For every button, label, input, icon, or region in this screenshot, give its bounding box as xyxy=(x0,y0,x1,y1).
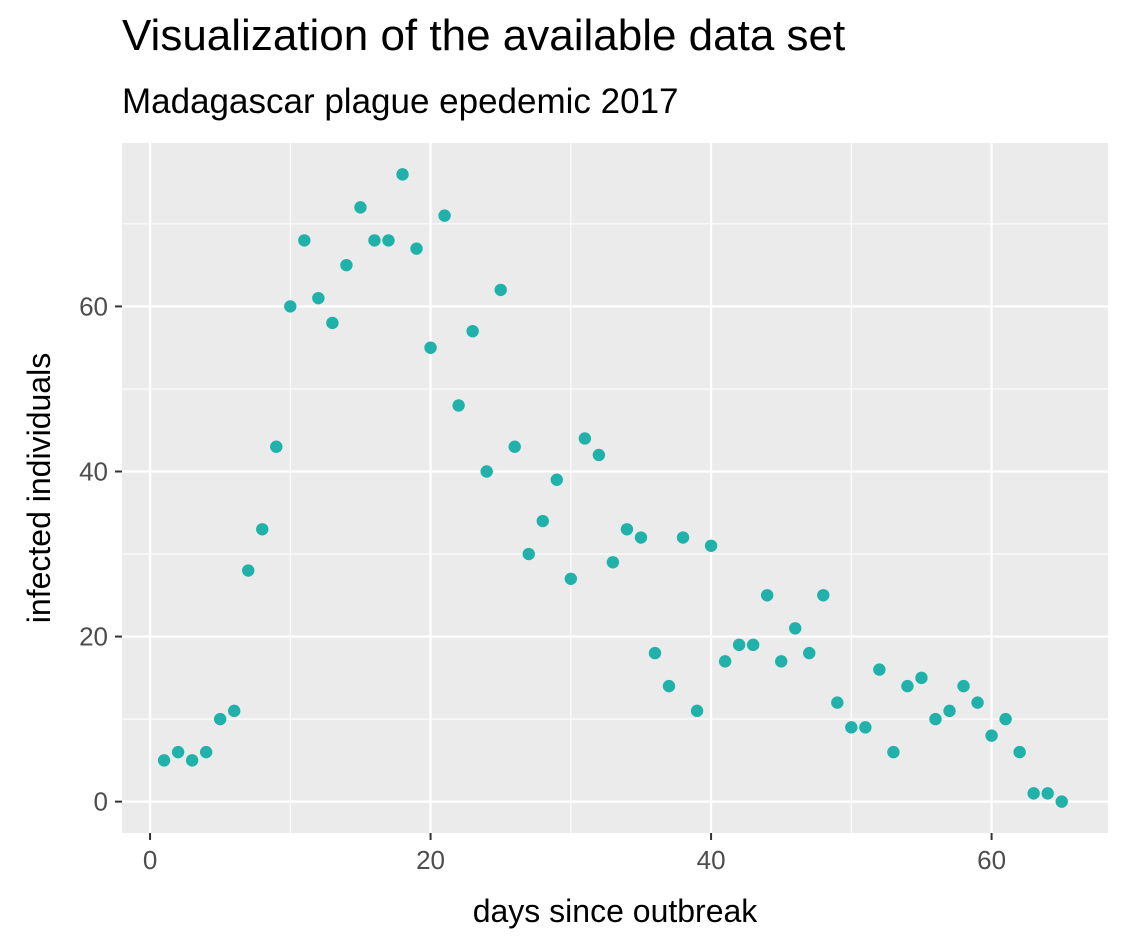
y-axis: 0 20 40 60 xyxy=(79,291,122,817)
data-point xyxy=(410,242,423,255)
data-point xyxy=(732,638,746,652)
data-point xyxy=(536,514,549,528)
data-point xyxy=(326,316,339,330)
data-point xyxy=(803,646,816,660)
data-point xyxy=(915,671,928,685)
data-point xyxy=(185,754,199,767)
data-point xyxy=(270,440,283,453)
data-point xyxy=(242,564,255,577)
data-point xyxy=(1013,745,1026,759)
y-axis-title: infected individuals xyxy=(21,353,57,623)
x-axis-title: days since outbreak xyxy=(473,893,759,929)
data-point xyxy=(522,547,535,561)
y-tick-label: 20 xyxy=(79,622,108,652)
data-point xyxy=(312,291,325,305)
data-point xyxy=(789,622,802,635)
data-point xyxy=(354,201,367,214)
data-point xyxy=(957,679,970,693)
data-point xyxy=(929,712,942,726)
chart-title: Visualization of the available data set xyxy=(122,11,846,60)
data-point xyxy=(508,440,521,453)
data-points xyxy=(157,168,1068,808)
x-tick-label: 20 xyxy=(416,845,445,875)
data-point xyxy=(284,300,297,313)
data-point xyxy=(396,168,409,181)
data-point xyxy=(228,704,241,718)
data-point xyxy=(831,696,844,709)
x-tick-label: 0 xyxy=(143,845,157,875)
data-point xyxy=(578,432,592,445)
data-point xyxy=(676,531,690,544)
data-point xyxy=(859,721,872,734)
y-tick-label: 60 xyxy=(79,291,108,321)
data-point xyxy=(648,646,662,660)
x-tick-label: 60 xyxy=(977,845,1006,875)
y-tick-label: 40 xyxy=(79,456,108,486)
data-point xyxy=(550,473,563,486)
data-point xyxy=(690,704,704,718)
data-point xyxy=(1041,787,1054,800)
data-point xyxy=(901,679,914,693)
data-point xyxy=(340,258,353,272)
data-point xyxy=(943,704,956,718)
data-point xyxy=(985,729,998,742)
data-point xyxy=(466,324,479,338)
data-point xyxy=(662,679,676,693)
x-axis: 0 20 40 60 xyxy=(143,833,1006,875)
data-point xyxy=(999,712,1012,726)
data-point xyxy=(620,523,634,536)
data-point xyxy=(775,655,788,668)
data-point xyxy=(564,572,578,585)
data-point xyxy=(817,589,830,602)
data-point xyxy=(171,745,185,759)
data-point xyxy=(704,539,718,552)
plot-panel xyxy=(122,143,1108,833)
data-point xyxy=(213,712,227,726)
data-point xyxy=(157,754,171,767)
data-point xyxy=(452,399,465,412)
data-point xyxy=(845,721,858,734)
data-point xyxy=(298,234,311,247)
data-point xyxy=(718,655,732,668)
data-point xyxy=(368,234,381,247)
data-point xyxy=(606,556,620,569)
data-point xyxy=(746,638,760,652)
data-point xyxy=(480,465,493,478)
data-point xyxy=(873,663,886,676)
data-point xyxy=(256,523,269,536)
data-point xyxy=(382,234,395,247)
data-point xyxy=(592,448,606,462)
data-point xyxy=(887,745,900,759)
minor-gridlines xyxy=(122,143,1108,833)
data-point xyxy=(199,745,213,759)
data-point xyxy=(1055,795,1068,808)
data-point xyxy=(634,531,648,544)
data-point xyxy=(438,209,451,222)
data-point xyxy=(494,283,507,297)
data-point xyxy=(971,696,984,709)
x-tick-label: 40 xyxy=(697,845,726,875)
data-point xyxy=(1027,787,1040,800)
data-point xyxy=(760,589,774,602)
chart-subtitle: Madagascar plague epedemic 2017 xyxy=(122,82,679,121)
data-point xyxy=(424,341,437,354)
y-tick-label: 0 xyxy=(94,787,108,817)
